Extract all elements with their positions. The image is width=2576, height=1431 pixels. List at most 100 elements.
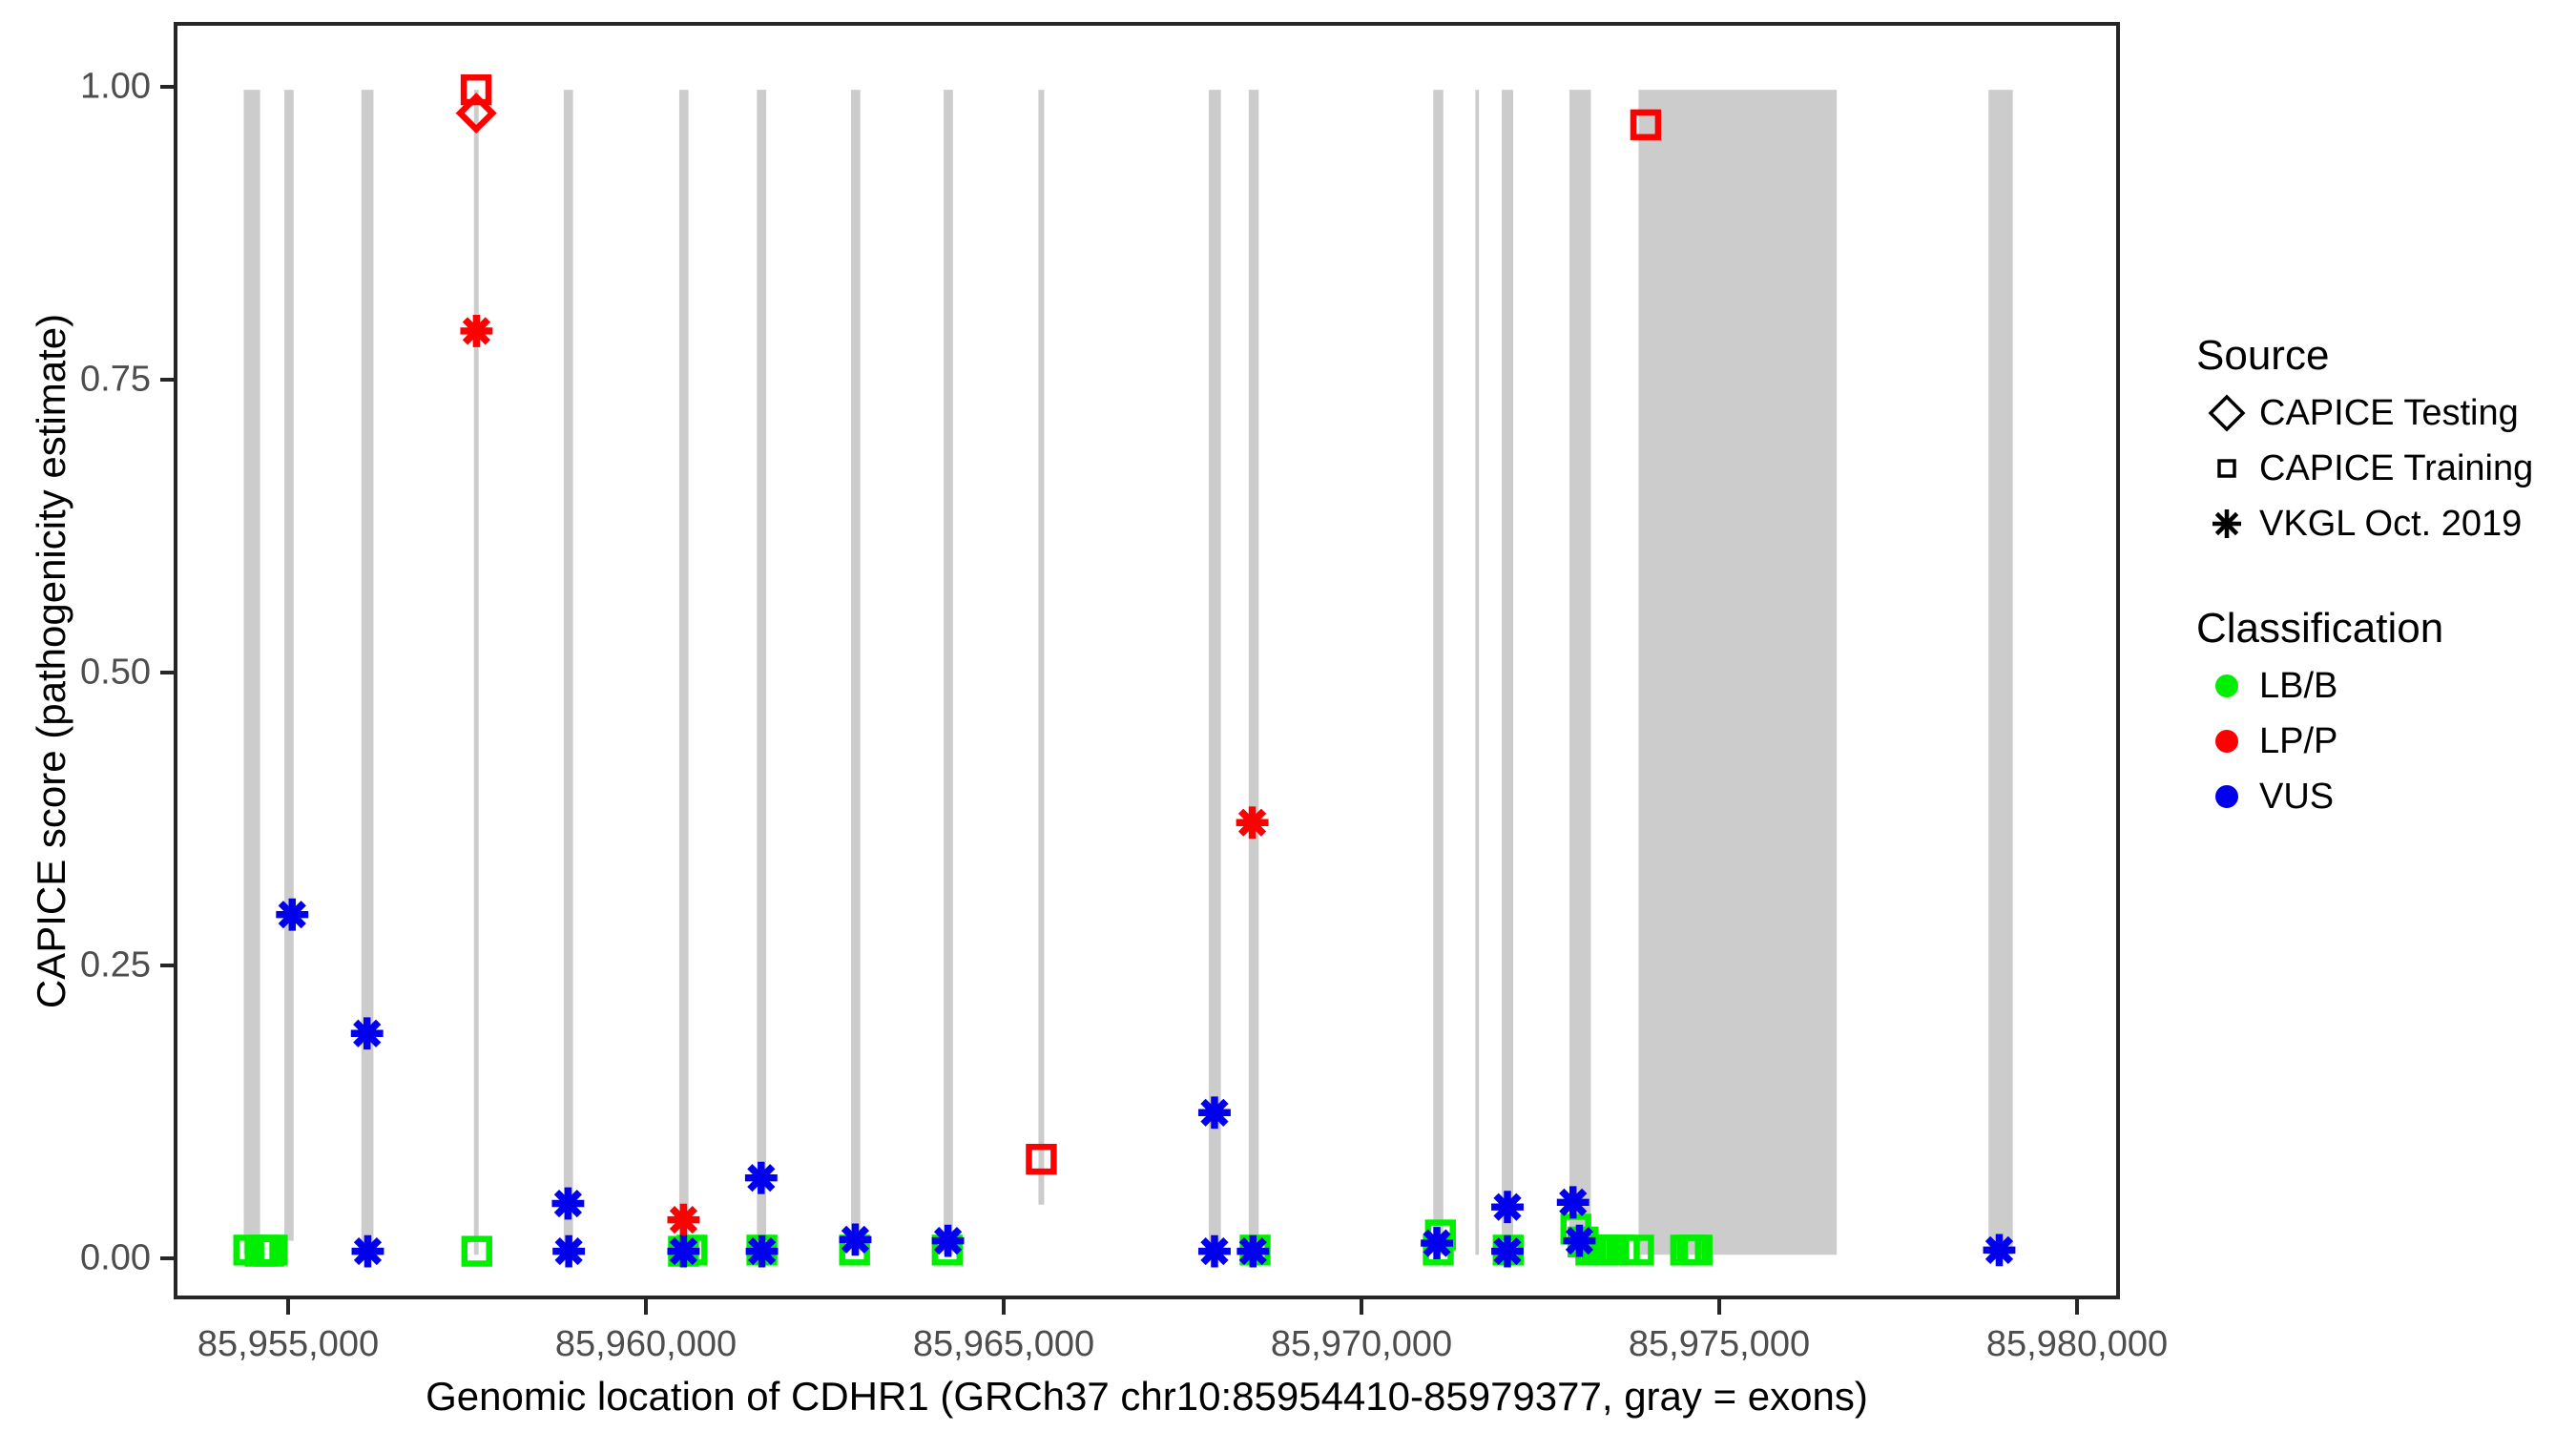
legend-label: CAPICE Testing bbox=[2259, 392, 2519, 433]
data-point bbox=[1236, 806, 1269, 840]
legend-label: VUS bbox=[2259, 776, 2335, 817]
legend-label: CAPICE Training bbox=[2259, 447, 2534, 488]
data-point bbox=[744, 1161, 778, 1194]
data-point bbox=[1198, 1234, 1231, 1268]
marker-square bbox=[1681, 1234, 1713, 1266]
x-tick-label: 85,975,000 bbox=[1628, 1324, 1811, 1364]
data-point bbox=[1491, 1191, 1524, 1224]
marker-asterisk-ray bbox=[353, 1237, 383, 1266]
marker-diamond bbox=[455, 93, 497, 135]
marker-square bbox=[1026, 1143, 1057, 1175]
marker-asterisk-ray bbox=[747, 1164, 776, 1192]
legend-key bbox=[2194, 499, 2259, 549]
x-tick-label: 85,965,000 bbox=[912, 1324, 1095, 1364]
dot-glyph bbox=[2215, 674, 2238, 697]
marker-asterisk-ray bbox=[1423, 1229, 1451, 1257]
marker-asterisk-ray bbox=[1565, 1227, 1594, 1255]
marker-asterisk-ray bbox=[554, 1237, 583, 1266]
exon-band bbox=[1638, 90, 1838, 1255]
data-point bbox=[460, 74, 492, 106]
plot-area bbox=[177, 26, 2116, 1296]
marker-asterisk-ray bbox=[841, 1225, 870, 1254]
legend-item-vkgl-oct-2019[interactable]: VKGL Oct. 2019 bbox=[2194, 496, 2566, 551]
x-tick-mark bbox=[644, 1299, 648, 1315]
data-point bbox=[461, 1235, 492, 1267]
data-point bbox=[276, 898, 309, 931]
dot-icon bbox=[2215, 674, 2238, 697]
exon-band bbox=[678, 90, 689, 1255]
diamond-glyph bbox=[2208, 394, 2246, 432]
data-point bbox=[551, 1187, 585, 1220]
marker-asterisk-ray bbox=[1238, 1237, 1267, 1266]
dot-glyph bbox=[2215, 785, 2238, 808]
legend-item-vus[interactable]: VUS bbox=[2194, 769, 2566, 824]
data-point bbox=[1491, 1234, 1524, 1268]
dot-icon bbox=[2215, 730, 2238, 753]
series-capice-training bbox=[233, 74, 1713, 1267]
legend-label: LB/B bbox=[2259, 665, 2338, 706]
marker-asterisk-ray bbox=[669, 1237, 698, 1266]
marker-asterisk-ray bbox=[462, 317, 491, 345]
exon-band bbox=[850, 90, 861, 1255]
data-point bbox=[1681, 1234, 1713, 1266]
y-tick-label: 0.00 bbox=[80, 1237, 151, 1278]
exon-band bbox=[284, 90, 294, 1241]
x-tick-mark bbox=[1360, 1299, 1363, 1315]
y-tick-label: 0.25 bbox=[80, 944, 151, 985]
exon-band bbox=[361, 90, 374, 1255]
square-glyph bbox=[2217, 459, 2236, 478]
marker-asterisk-ray bbox=[933, 1227, 963, 1255]
x-tick-label: 85,970,000 bbox=[1270, 1324, 1453, 1364]
data-point bbox=[667, 1234, 700, 1268]
data-point bbox=[1623, 1234, 1654, 1266]
legend-key bbox=[2194, 661, 2259, 711]
exon-band bbox=[1208, 90, 1221, 1255]
exon-band bbox=[1248, 90, 1259, 1255]
exon-band bbox=[473, 90, 479, 1255]
plot-svg bbox=[233, 74, 2016, 1268]
square-icon bbox=[2217, 459, 2236, 478]
series-capice-testing bbox=[455, 93, 497, 135]
data-point bbox=[1556, 1186, 1589, 1219]
data-point bbox=[455, 93, 497, 135]
data-point bbox=[931, 1224, 965, 1257]
legend-item-capice-testing[interactable]: CAPICE Testing bbox=[2194, 385, 2566, 441]
x-tick-label: 85,960,000 bbox=[554, 1324, 737, 1364]
exon-band bbox=[1502, 90, 1513, 1255]
data-point bbox=[257, 1234, 288, 1266]
x-tick-mark bbox=[286, 1299, 290, 1315]
marker-asterisk-ray bbox=[747, 1237, 777, 1266]
marker-asterisk-ray bbox=[1200, 1237, 1229, 1266]
legend-source-rows: CAPICE Testing CAPICE Training VKGL Oct. 2… bbox=[2194, 385, 2566, 551]
y-tick-mark bbox=[160, 1256, 174, 1260]
data-point bbox=[745, 1234, 779, 1268]
legend-label: LP/P bbox=[2259, 720, 2338, 761]
exon-band bbox=[757, 90, 767, 1255]
marker-square bbox=[1630, 109, 1662, 140]
y-tick-mark bbox=[160, 377, 174, 382]
marker-asterisk-ray bbox=[1559, 1188, 1588, 1216]
exon-band bbox=[1038, 90, 1045, 1205]
exon-band bbox=[1569, 90, 1591, 1255]
diamond-icon bbox=[2208, 394, 2246, 432]
legend: Source CAPICE Testing CAPICE Training VKGL… bbox=[2194, 332, 2566, 824]
data-point bbox=[1198, 1096, 1231, 1130]
data-point bbox=[1983, 1234, 2016, 1267]
legend-item-capice-training[interactable]: CAPICE Training bbox=[2194, 441, 2566, 496]
legend-item-lb-b[interactable]: LB/B bbox=[2194, 658, 2566, 714]
y-axis-title: CAPICE score (pathogenicity estimate) bbox=[29, 313, 73, 1008]
marker-asterisk-ray bbox=[1200, 1098, 1229, 1127]
data-point bbox=[460, 315, 493, 347]
legend-item-lp-p[interactable]: LP/P bbox=[2194, 714, 2566, 769]
dot-icon bbox=[2215, 785, 2238, 808]
legend-key bbox=[2194, 444, 2259, 493]
data-point bbox=[350, 1017, 384, 1050]
legend-label: VKGL Oct. 2019 bbox=[2259, 503, 2523, 544]
exon-band bbox=[243, 90, 260, 1255]
legend-spacer bbox=[2194, 551, 2566, 605]
x-tick-label: 85,955,000 bbox=[197, 1324, 380, 1364]
marker-square bbox=[461, 1235, 492, 1267]
legend-classification-rows: LB/B LP/P VUS bbox=[2194, 658, 2566, 824]
marker-asterisk-ray bbox=[1984, 1235, 2014, 1264]
legend-key bbox=[2194, 388, 2259, 438]
